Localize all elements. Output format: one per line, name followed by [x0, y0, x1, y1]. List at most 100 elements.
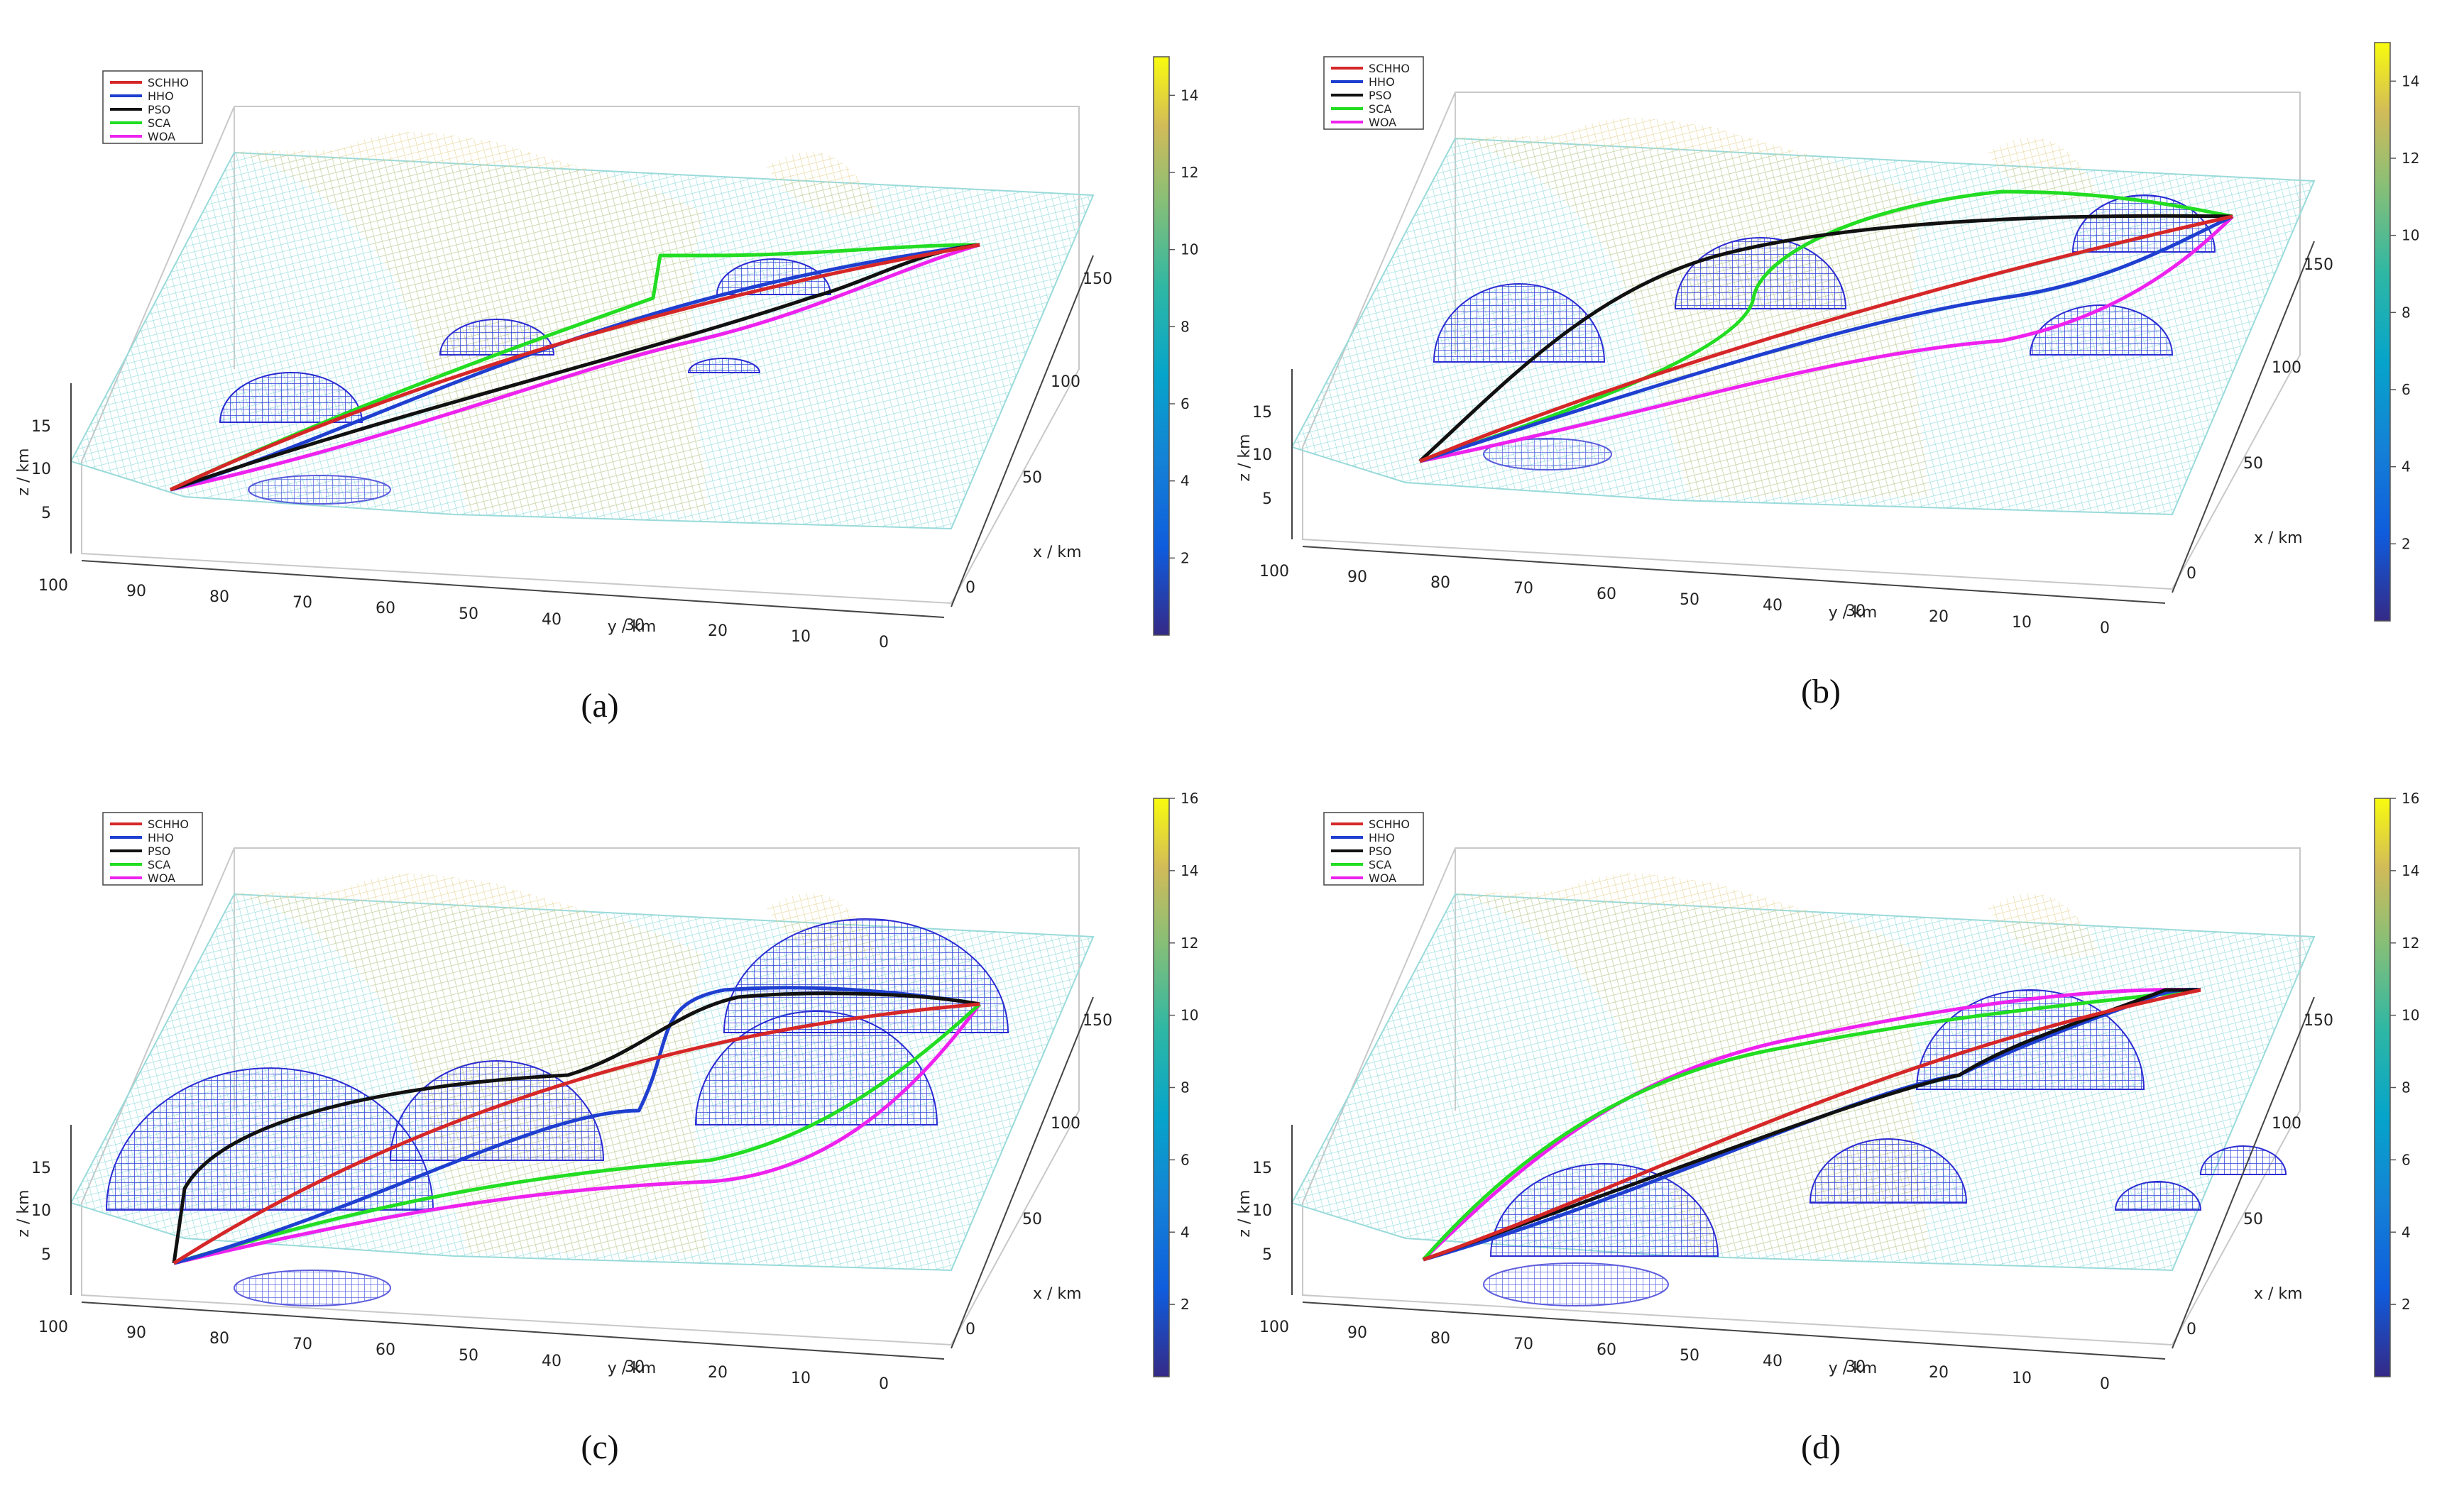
x-axis — [2172, 996, 2315, 1349]
x-axis — [951, 996, 1094, 1349]
colorbar-tick-label: 10 — [2402, 1007, 2419, 1024]
colorbar-tick-label: 14 — [2402, 72, 2419, 89]
y-tick-label: 80 — [209, 588, 229, 606]
y-tick-label: 10 — [791, 1370, 811, 1387]
colorbar-tick-label: 4 — [1181, 1223, 1190, 1240]
z-tick-label: 15 — [31, 1160, 51, 1177]
y-tick-label: 10 — [2012, 1370, 2032, 1387]
legend-label-schho: SCHHO — [1369, 62, 1410, 75]
legend-label-schho: SCHHO — [1369, 818, 1410, 831]
legend-label-schho: SCHHO — [148, 76, 189, 89]
colorbar-tick-label: 12 — [1181, 164, 1198, 181]
colorbar — [1153, 56, 1170, 636]
colorbar-tick-label: 10 — [1181, 1007, 1198, 1024]
colorbar-tick-label: 14 — [2402, 862, 2419, 879]
terrain-ridge — [1455, 874, 1931, 1253]
colorbar-tick-label: 6 — [2402, 381, 2411, 398]
legend-label-pso: PSO — [148, 103, 170, 116]
legend-label-woa: WOA — [1369, 116, 1396, 129]
colorbar — [1153, 798, 1170, 1377]
x-tick-label: 150 — [1083, 270, 1112, 288]
y-tick-label: 90 — [126, 583, 146, 600]
x-tick-label: 50 — [1022, 469, 1042, 487]
y-tick-label: 80 — [1430, 574, 1450, 592]
z-tick-label: 15 — [31, 418, 51, 436]
colorbar-tick-label: 8 — [1181, 318, 1190, 335]
y-tick-label: 60 — [1597, 1341, 1616, 1359]
colorbar-tick-label: 8 — [1181, 1079, 1190, 1096]
colorbar-tick-label: 2 — [2402, 535, 2411, 552]
y-tick-label: 0 — [879, 634, 889, 651]
x-tick-label: 50 — [2243, 1211, 2263, 1228]
x-tick-label: 0 — [2186, 1321, 2196, 1338]
colorbar-tick-label: 14 — [1181, 87, 1198, 104]
x-tick-label: 100 — [2272, 359, 2301, 377]
y-tick-label: 30 — [1846, 602, 1866, 620]
path-schho — [1423, 988, 2201, 1262]
legend-label-woa: WOA — [148, 130, 175, 143]
path-sca — [173, 1003, 981, 1265]
y-tick-label: 50 — [459, 605, 478, 623]
z-tick-label: 5 — [41, 505, 51, 522]
y-tick-label: 50 — [1680, 1347, 1699, 1365]
y-tick-label: 40 — [542, 611, 562, 629]
obstacle-dome — [2199, 1145, 2287, 1175]
x-axis-label: x / km — [1033, 544, 1082, 561]
z-axis-label: z / km — [1236, 434, 1254, 481]
obstacle-dome — [2071, 194, 2216, 253]
legend-label-sca: SCA — [1369, 102, 1391, 116]
z-tick-label: 10 — [1252, 446, 1272, 464]
x-tick-label: 50 — [2243, 455, 2263, 473]
x-tick-label: 50 — [1022, 1211, 1042, 1228]
colorbar-tick-label: 10 — [2402, 227, 2419, 244]
y-axis-label: y / km — [1829, 1360, 1878, 1377]
x-axis-label: x / km — [1033, 1285, 1082, 1303]
path-woa — [170, 243, 980, 492]
obstacle-dome — [687, 358, 761, 373]
panel-caption: (c) — [581, 1429, 618, 1466]
x-tick-label: 0 — [2186, 565, 2196, 583]
legend-label-pso: PSO — [1369, 89, 1391, 102]
y-tick-label: 70 — [1513, 1336, 1533, 1353]
panel-caption: (d) — [1801, 1429, 1841, 1466]
obstacle-dome — [219, 372, 363, 423]
z-tick-label: 5 — [41, 1246, 51, 1264]
y-tick-label: 30 — [625, 617, 645, 634]
colorbar-tick-label: 6 — [1181, 1151, 1190, 1168]
terrain-ridge — [234, 132, 710, 511]
y-tick-label: 40 — [1763, 597, 1783, 615]
y-tick-label: 80 — [1430, 1330, 1450, 1348]
colorbar-tick-label: 12 — [1181, 935, 1198, 952]
y-tick-label: 40 — [1763, 1353, 1783, 1370]
legend-label-sca: SCA — [148, 116, 170, 130]
y-tick-label: 20 — [708, 622, 728, 640]
z-tick-label: 10 — [31, 1202, 51, 1220]
z-axis-label: z / km — [1236, 1189, 1254, 1237]
y-tick-label: 0 — [879, 1375, 889, 1393]
obstacle-dome — [1433, 283, 1606, 363]
terrain-peak — [1988, 893, 2101, 957]
legend-label-sca: SCA — [148, 858, 170, 871]
path-sca — [1422, 988, 2201, 1261]
path-woa — [173, 1003, 982, 1265]
colorbar-tick-label: 14 — [1181, 862, 1198, 879]
path-schho — [169, 243, 980, 492]
legend-label-hho: HHO — [148, 89, 174, 103]
x-axis-label: x / km — [2254, 529, 2303, 547]
z-axis-label: z / km — [15, 1189, 33, 1237]
y-tick-label: 10 — [2012, 614, 2032, 632]
legend-label-hho: HHO — [1369, 75, 1395, 89]
obstacle-base — [234, 1270, 391, 1306]
panel-caption: (a) — [581, 687, 618, 725]
colorbar-tick-label: 12 — [2402, 150, 2419, 167]
colorbar-tick-label: 4 — [2402, 1223, 2411, 1240]
y-tick-label: 50 — [459, 1347, 478, 1365]
x-axis — [951, 255, 1094, 607]
y-tick-label: 60 — [376, 1341, 395, 1359]
x-axis — [2172, 241, 2315, 593]
y-tick-label: 20 — [1929, 608, 1949, 626]
colorbar-tick-label: 16 — [1181, 790, 1198, 807]
